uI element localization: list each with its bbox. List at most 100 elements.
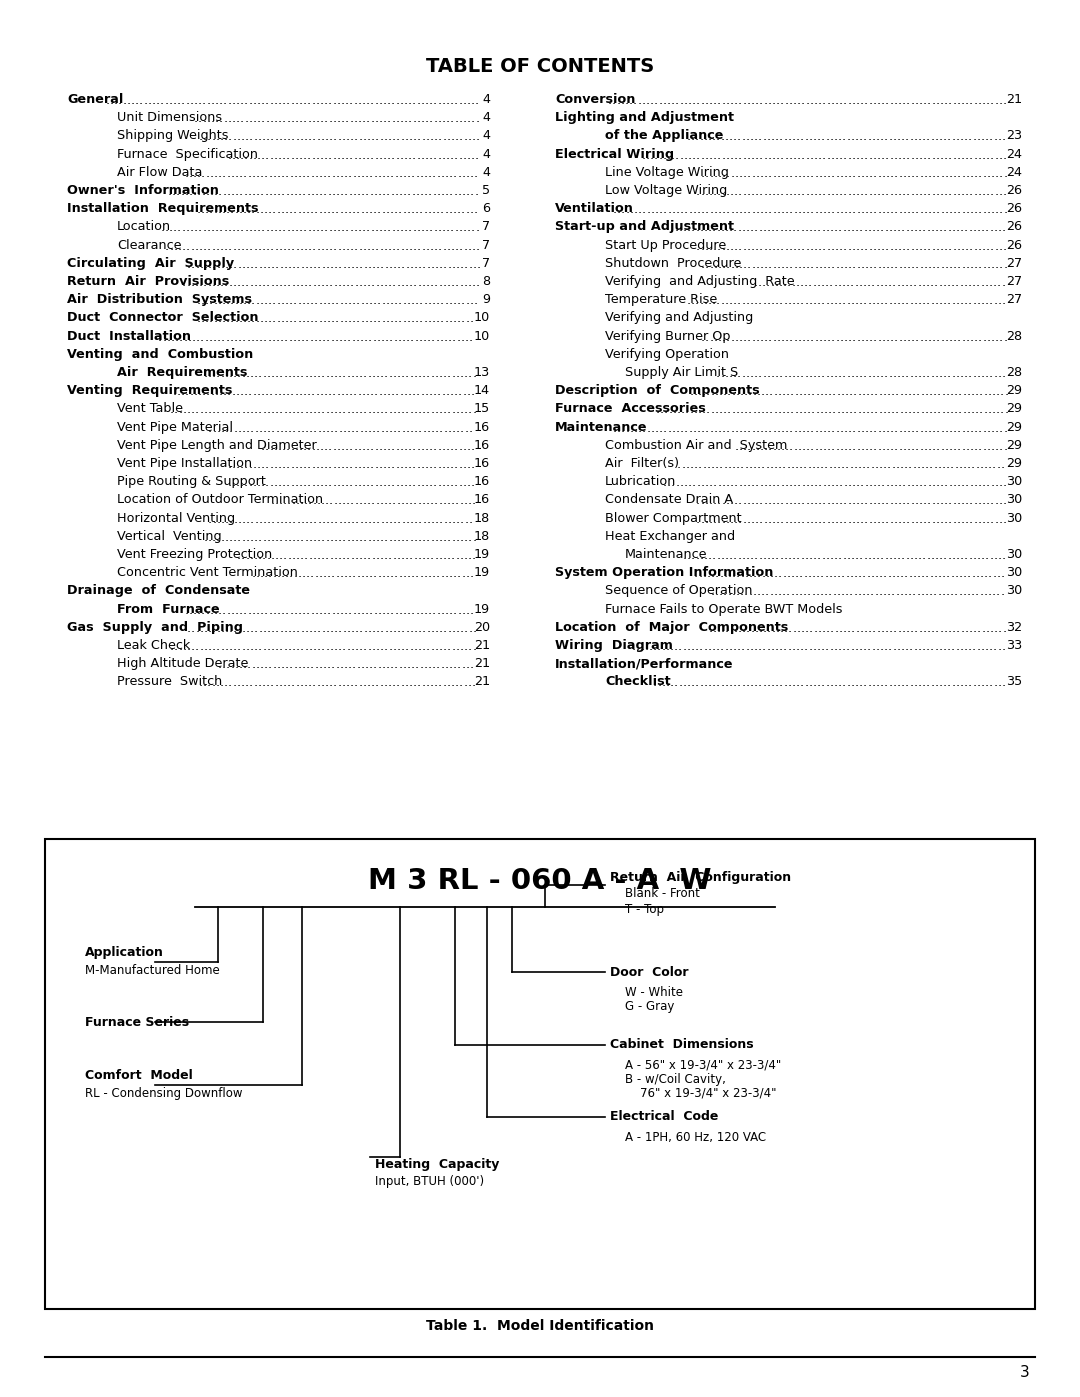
Text: .: . bbox=[261, 112, 265, 126]
Text: .: . bbox=[755, 476, 759, 489]
Text: .: . bbox=[363, 130, 366, 144]
Text: .: . bbox=[855, 549, 859, 562]
Text: .: . bbox=[391, 112, 395, 126]
Text: .: . bbox=[284, 513, 288, 525]
Text: .: . bbox=[350, 130, 354, 144]
Text: .: . bbox=[422, 622, 427, 634]
Text: .: . bbox=[232, 130, 237, 144]
Text: .: . bbox=[729, 676, 733, 689]
Text: .: . bbox=[233, 404, 237, 416]
Text: .: . bbox=[734, 513, 738, 525]
Text: .: . bbox=[229, 258, 233, 271]
Text: .: . bbox=[287, 549, 292, 562]
Text: .: . bbox=[750, 295, 754, 307]
Text: .: . bbox=[951, 130, 956, 144]
Text: .: . bbox=[913, 567, 917, 580]
Text: .: . bbox=[762, 622, 767, 634]
Text: .: . bbox=[231, 148, 235, 162]
Text: .: . bbox=[828, 458, 833, 471]
Text: .: . bbox=[325, 404, 329, 416]
Text: .: . bbox=[448, 331, 453, 344]
Text: .: . bbox=[235, 94, 240, 108]
Text: .: . bbox=[329, 258, 334, 271]
Text: .: . bbox=[226, 331, 229, 344]
Text: .: . bbox=[843, 422, 848, 434]
Text: .: . bbox=[967, 585, 971, 598]
Text: .: . bbox=[953, 258, 957, 271]
Text: .: . bbox=[219, 240, 224, 253]
Text: 13: 13 bbox=[474, 366, 490, 379]
Text: .: . bbox=[758, 277, 761, 289]
Text: .: . bbox=[296, 277, 299, 289]
Text: .: . bbox=[391, 94, 395, 108]
Text: .: . bbox=[318, 513, 322, 525]
Text: .: . bbox=[726, 513, 730, 525]
Text: .: . bbox=[998, 148, 1002, 162]
Text: .: . bbox=[208, 513, 213, 525]
Text: .: . bbox=[362, 458, 366, 471]
Text: .: . bbox=[388, 676, 392, 689]
Text: .: . bbox=[633, 94, 637, 108]
Text: .: . bbox=[285, 604, 289, 616]
Text: .: . bbox=[455, 221, 458, 235]
Text: .: . bbox=[234, 658, 239, 671]
Text: .: . bbox=[886, 331, 890, 344]
Text: .: . bbox=[297, 331, 301, 344]
Text: .: . bbox=[241, 130, 245, 144]
Text: .: . bbox=[402, 313, 406, 326]
Text: .: . bbox=[934, 640, 939, 652]
Text: .: . bbox=[352, 184, 356, 198]
Text: .: . bbox=[754, 640, 758, 652]
Text: .: . bbox=[923, 166, 928, 180]
Text: .: . bbox=[468, 277, 472, 289]
Text: .: . bbox=[831, 184, 835, 198]
Text: .: . bbox=[987, 404, 991, 416]
Text: .: . bbox=[305, 531, 308, 543]
Text: .: . bbox=[896, 277, 901, 289]
Text: .: . bbox=[444, 331, 448, 344]
Text: .: . bbox=[312, 676, 316, 689]
Text: .: . bbox=[932, 440, 936, 453]
Text: .: . bbox=[352, 295, 356, 307]
Text: .: . bbox=[467, 440, 471, 453]
Text: .: . bbox=[268, 604, 272, 616]
Text: .: . bbox=[370, 130, 375, 144]
Text: .: . bbox=[197, 295, 201, 307]
Text: .: . bbox=[245, 240, 249, 253]
Text: .: . bbox=[438, 622, 443, 634]
Text: .: . bbox=[245, 640, 249, 652]
Text: .: . bbox=[327, 658, 330, 671]
Text: .: . bbox=[240, 221, 244, 235]
Text: .: . bbox=[700, 549, 703, 562]
Text: .: . bbox=[859, 277, 863, 289]
Text: 7: 7 bbox=[482, 239, 490, 251]
Text: .: . bbox=[797, 258, 801, 271]
Text: .: . bbox=[640, 640, 645, 652]
Text: .: . bbox=[465, 658, 470, 671]
Text: .: . bbox=[826, 148, 831, 162]
Text: .: . bbox=[642, 148, 646, 162]
Text: .: . bbox=[173, 386, 177, 398]
Text: .: . bbox=[642, 94, 646, 108]
Text: .: . bbox=[943, 640, 947, 652]
Text: .: . bbox=[409, 404, 414, 416]
Text: .: . bbox=[230, 313, 234, 326]
Text: .: . bbox=[994, 130, 997, 144]
Text: .: . bbox=[933, 404, 937, 416]
Text: .: . bbox=[788, 240, 793, 253]
Text: .: . bbox=[967, 386, 971, 398]
Text: .: . bbox=[321, 258, 325, 271]
Text: .: . bbox=[988, 585, 991, 598]
Text: .: . bbox=[650, 203, 654, 217]
Text: .: . bbox=[839, 258, 843, 271]
Text: .: . bbox=[761, 567, 766, 580]
Text: .: . bbox=[416, 440, 420, 453]
Text: .: . bbox=[443, 367, 447, 380]
Text: .: . bbox=[796, 549, 800, 562]
Text: .: . bbox=[919, 184, 922, 198]
Text: .: . bbox=[821, 640, 825, 652]
Text: .: . bbox=[755, 240, 759, 253]
Text: .: . bbox=[241, 549, 245, 562]
Text: .: . bbox=[249, 240, 253, 253]
Text: .: . bbox=[269, 458, 273, 471]
